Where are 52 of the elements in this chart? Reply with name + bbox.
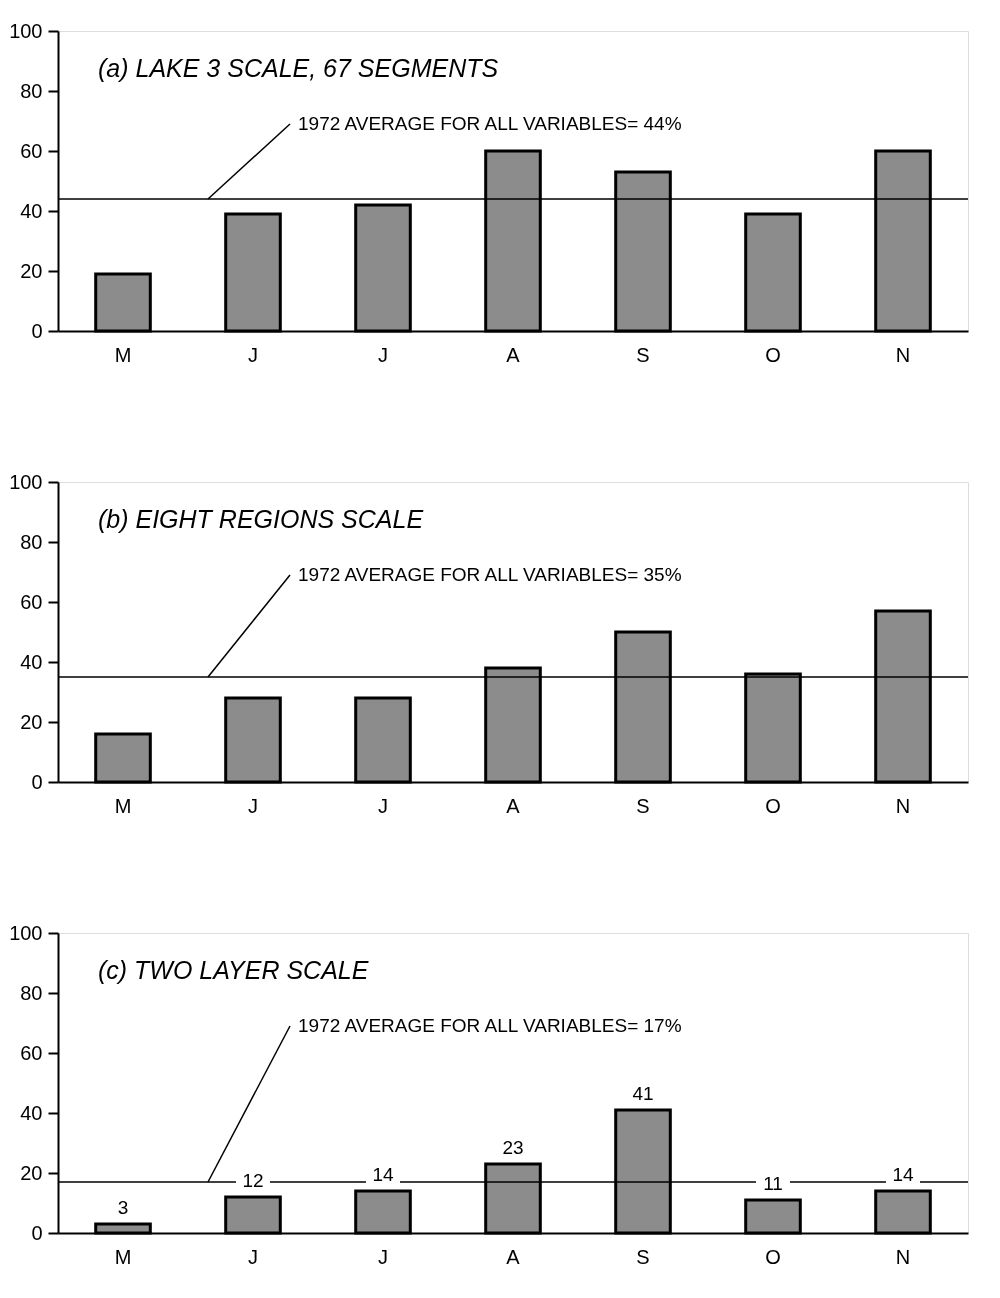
data-label: 12 [242, 1170, 264, 1191]
x-tick-label: S [636, 1245, 650, 1268]
x-tick-label: O [765, 343, 781, 366]
ref-line-label: 1972 AVERAGE FOR ALL VARIABLES= 17% [298, 1015, 682, 1036]
x-tick-label: S [636, 343, 650, 366]
data-label: 14 [892, 1164, 914, 1185]
x-tick-label: N [895, 343, 911, 366]
data-label: 41 [632, 1083, 654, 1104]
x-tick-label: J [378, 1245, 388, 1268]
x-tick-label: J [248, 794, 258, 817]
y-tick-label: 20 [20, 1161, 43, 1184]
y-tick-label: 100 [9, 921, 43, 944]
y-tick-label: 20 [20, 259, 43, 282]
y-tick-label: 0 [31, 770, 43, 793]
y-tick-label: 100 [9, 470, 43, 493]
data-label: 3 [117, 1197, 129, 1218]
x-tick-label: N [895, 1245, 911, 1268]
data-label: 14 [372, 1164, 394, 1185]
x-tick-label: M [114, 1245, 132, 1268]
x-tick-label: M [114, 794, 132, 817]
x-tick-label: O [765, 794, 781, 817]
x-tick-label: J [378, 794, 388, 817]
x-tick-label: J [248, 1245, 258, 1268]
data-label: 23 [502, 1137, 524, 1158]
y-tick-label: 40 [20, 199, 43, 222]
x-tick-label: A [506, 1245, 521, 1268]
y-tick-label: 80 [20, 981, 43, 1004]
y-tick-label: 60 [20, 1041, 43, 1064]
y-tick-label: 100 [9, 19, 43, 42]
ref-line-label: 1972 AVERAGE FOR ALL VARIABLES= 35% [298, 564, 682, 585]
y-tick-label: 80 [20, 530, 43, 553]
y-tick-label: 0 [31, 319, 43, 342]
text: (b) EIGHT REGIONS SCALE [98, 505, 424, 533]
y-tick-label: 40 [20, 650, 43, 673]
y-tick-label: 60 [20, 139, 43, 162]
x-tick-label: O [765, 1245, 781, 1268]
x-tick-label: J [248, 343, 258, 366]
x-tick-label: A [506, 343, 521, 366]
y-tick-label: 40 [20, 1101, 43, 1124]
x-tick-label: A [506, 794, 521, 817]
x-tick-label: J [378, 343, 388, 366]
text: (a) LAKE 3 SCALE, 67 SEGMENTS [98, 54, 499, 82]
y-tick-label: 80 [20, 79, 43, 102]
y-tick-label: 0 [31, 1221, 43, 1244]
text: (c) TWO LAYER SCALE [98, 956, 369, 984]
x-tick-label: N [895, 794, 911, 817]
data-label: 11 [763, 1173, 783, 1194]
x-tick-label: M [114, 343, 132, 366]
ref-line-label: 1972 AVERAGE FOR ALL VARIABLES= 44% [298, 113, 682, 134]
y-tick-label: 60 [20, 590, 43, 613]
y-tick-label: 20 [20, 710, 43, 733]
x-tick-label: S [636, 794, 650, 817]
